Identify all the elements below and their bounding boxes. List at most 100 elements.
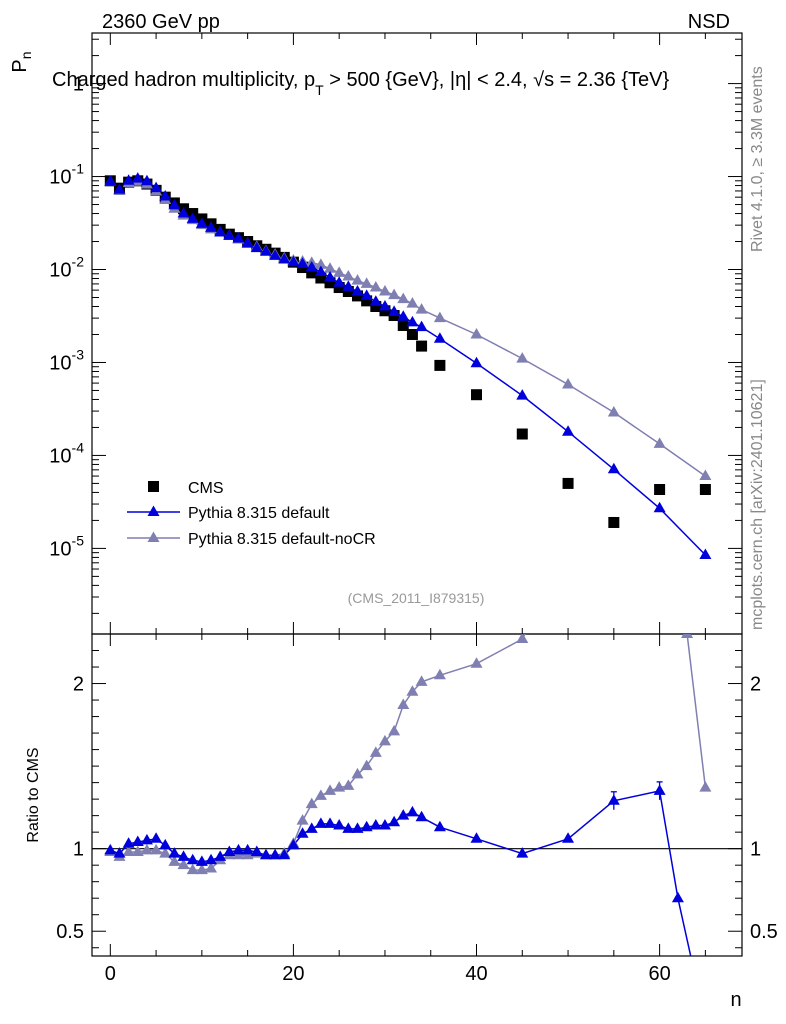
- main-point-cms: [361, 295, 373, 307]
- analysis-label: (CMS_2011_I879315): [348, 590, 485, 606]
- main-point-default: [195, 217, 208, 228]
- main-point-default: [168, 198, 181, 210]
- ratio-axes: 0 20 40 60 0.5 0.5 1 1 2 2: [56, 634, 778, 985]
- main-point-nocr: [378, 284, 391, 296]
- main-point-cms: [699, 484, 711, 496]
- ratio-point-default: [250, 845, 263, 856]
- main-point-default: [369, 295, 382, 306]
- main-point-default: [269, 249, 282, 260]
- main-point-default: [177, 207, 190, 218]
- ratio-point-default: [104, 843, 117, 855]
- ratio-point-nocr: [305, 797, 318, 809]
- main-point-default: [205, 221, 218, 232]
- ratio-point-nocr: [415, 675, 428, 686]
- ratio-point-nocr: [150, 843, 163, 855]
- ratio-series-group: [104, 634, 712, 956]
- main-point-default: [113, 183, 126, 194]
- ratio-point-nocr: [360, 759, 373, 771]
- ratio-point-nocr: [388, 724, 401, 736]
- ratio-point-default: [351, 822, 364, 833]
- x-tick-label: 60: [648, 963, 670, 985]
- legend-marker-cms: [148, 481, 159, 492]
- main-point-default: [360, 289, 373, 300]
- main-ylabel: Pn: [9, 51, 34, 72]
- ratio-point-default: [296, 827, 309, 838]
- main-point-default: [324, 271, 337, 282]
- main-point-nocr: [516, 352, 529, 363]
- ratio-point-default: [406, 805, 419, 817]
- ratio-point-nocr: [342, 779, 355, 790]
- ratio-point-default: [205, 853, 218, 865]
- main-line-default: [109, 177, 706, 556]
- main-point-default: [150, 181, 163, 193]
- main-point-cms: [416, 340, 428, 352]
- legend-label-cms: CMS: [188, 480, 224, 497]
- rivet-label: Rivet 4.1.0, ≥ 3.3M events: [749, 66, 766, 252]
- main-point-cms: [379, 305, 391, 317]
- ratio-point-default: [287, 838, 300, 850]
- ratio-point-nocr: [681, 634, 694, 638]
- main-marks: [104, 172, 712, 559]
- x-tick-label: 0: [105, 963, 116, 985]
- ratio-point-nocr: [205, 861, 218, 873]
- ratio-point-default: [305, 822, 318, 833]
- main-y-tick-label: 10-5: [49, 532, 84, 560]
- ratio-point-default: [140, 833, 153, 845]
- main-point-nocr: [433, 311, 446, 323]
- main-point-default: [305, 261, 318, 272]
- main-point-nocr: [333, 266, 346, 277]
- energy-label: 2360 GeV pp: [102, 11, 220, 33]
- ratio-point-nocr: [324, 784, 337, 795]
- ratio-point-default: [131, 835, 144, 847]
- main-point-default: [516, 389, 529, 400]
- main-point-nocr: [470, 327, 483, 339]
- ratio-point-default: [168, 847, 181, 858]
- main-point-cms: [315, 272, 327, 284]
- main-point-default: [140, 174, 153, 186]
- main-point-default: [378, 300, 391, 311]
- main-point-cms: [370, 301, 382, 313]
- ratio-point-default: [607, 794, 620, 805]
- main-point-default: [104, 175, 117, 186]
- main-point-cms: [562, 477, 574, 489]
- main-point-default: [562, 425, 575, 436]
- main-point-default: [314, 265, 327, 277]
- process-label: NSD: [688, 11, 730, 33]
- legend-marker-nocr: [147, 531, 160, 542]
- main-point-cms: [608, 516, 620, 528]
- main-point-default: [470, 356, 483, 368]
- main-point-default: [333, 276, 346, 287]
- main-point-nocr: [397, 292, 410, 304]
- legend-marker-default: [147, 505, 160, 516]
- x-tick-label: 40: [465, 963, 487, 985]
- ratio-point-default: [388, 815, 401, 827]
- main-point-default: [159, 189, 172, 201]
- main-point-cms: [306, 267, 318, 279]
- main-point-default: [214, 226, 227, 237]
- main-point-nocr: [607, 405, 620, 417]
- ratio-point-default: [562, 832, 575, 843]
- main-point-cms: [342, 285, 354, 297]
- main-point-nocr: [314, 258, 327, 269]
- mcplots-label: mcplots.cern.ch [arXiv:2401.10621]: [749, 379, 766, 630]
- ratio-point-default: [241, 843, 254, 855]
- legend-label-default: Pythia 8.315 default: [188, 505, 330, 522]
- main-point-nocr: [351, 274, 364, 285]
- ratio-point-nocr: [333, 781, 346, 792]
- ratio-point-default: [195, 855, 208, 866]
- ratio-marks: [104, 634, 712, 956]
- main-point-nocr: [388, 288, 401, 300]
- ratio-point-default: [342, 822, 355, 833]
- main-point-cms: [516, 428, 528, 440]
- ratio-y-tick-label: 2: [73, 674, 84, 696]
- ratio-ylabel: Ratio to CMS: [25, 747, 42, 842]
- ratio-point-nocr: [140, 843, 153, 855]
- ratio-point-default: [186, 853, 199, 865]
- main-point-cms: [333, 282, 345, 294]
- main-point-default: [397, 310, 410, 321]
- ratio-point-default: [122, 837, 135, 848]
- ratio-point-default: [177, 850, 190, 861]
- ratio-point-default: [259, 848, 272, 860]
- ratio-point-default: [159, 838, 172, 850]
- ratio-y-tick-label-right: 2: [750, 674, 761, 696]
